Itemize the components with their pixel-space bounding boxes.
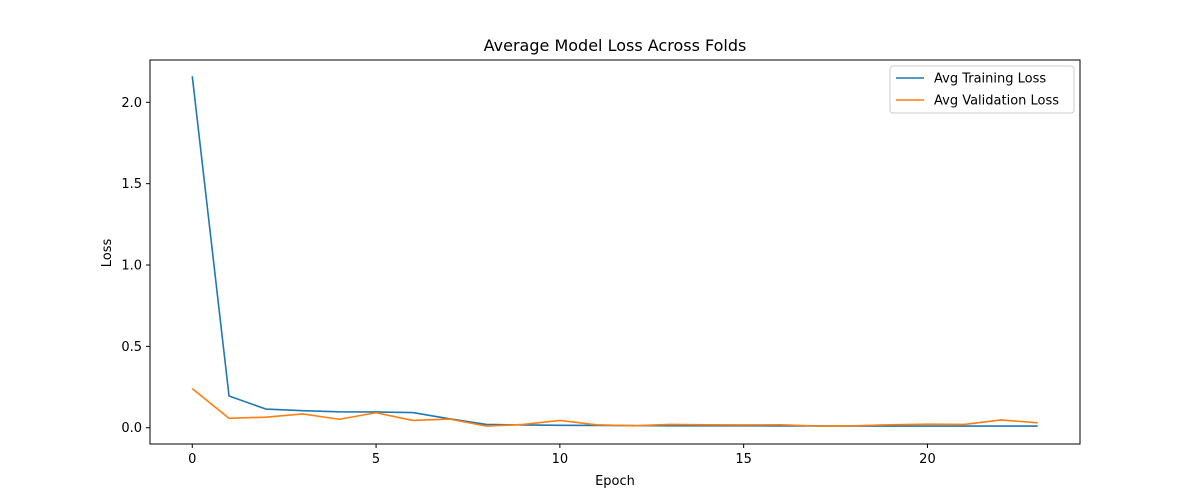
x-axis-label: Epoch	[595, 474, 635, 489]
y-tick-label: 0.5	[121, 340, 142, 355]
series-line-validation	[191, 388, 1038, 427]
x-tick-label: 5	[372, 452, 380, 467]
y-axis-label: Loss	[100, 239, 115, 268]
y-tick-label: 1.0	[121, 259, 142, 274]
y-tick-label: 1.5	[121, 177, 142, 192]
legend-entry: Avg Training Loss	[934, 72, 1046, 87]
y-tick-label: 2.0	[121, 96, 142, 111]
legend-box	[889, 65, 1075, 114]
x-tick-label: 0	[188, 452, 196, 467]
legend-entry: Avg Validation Loss	[934, 94, 1059, 109]
y-tick-label: 0.0	[121, 421, 142, 436]
series-line-training	[191, 76, 1038, 427]
plot-frame	[149, 59, 1081, 445]
x-tick-label: 15	[735, 452, 752, 467]
y-axis: 0.0 0.5 1.0 1.5 2.0	[121, 96, 150, 436]
x-axis: 0 5 10 15 20	[188, 444, 936, 467]
series-lines	[191, 76, 1038, 427]
x-tick-label: 10	[552, 452, 569, 467]
chart-title: Average Model Loss Across Folds	[484, 36, 747, 55]
legend: Avg Training Loss Avg Validation Loss	[889, 65, 1075, 114]
x-tick-label: 20	[919, 452, 936, 467]
